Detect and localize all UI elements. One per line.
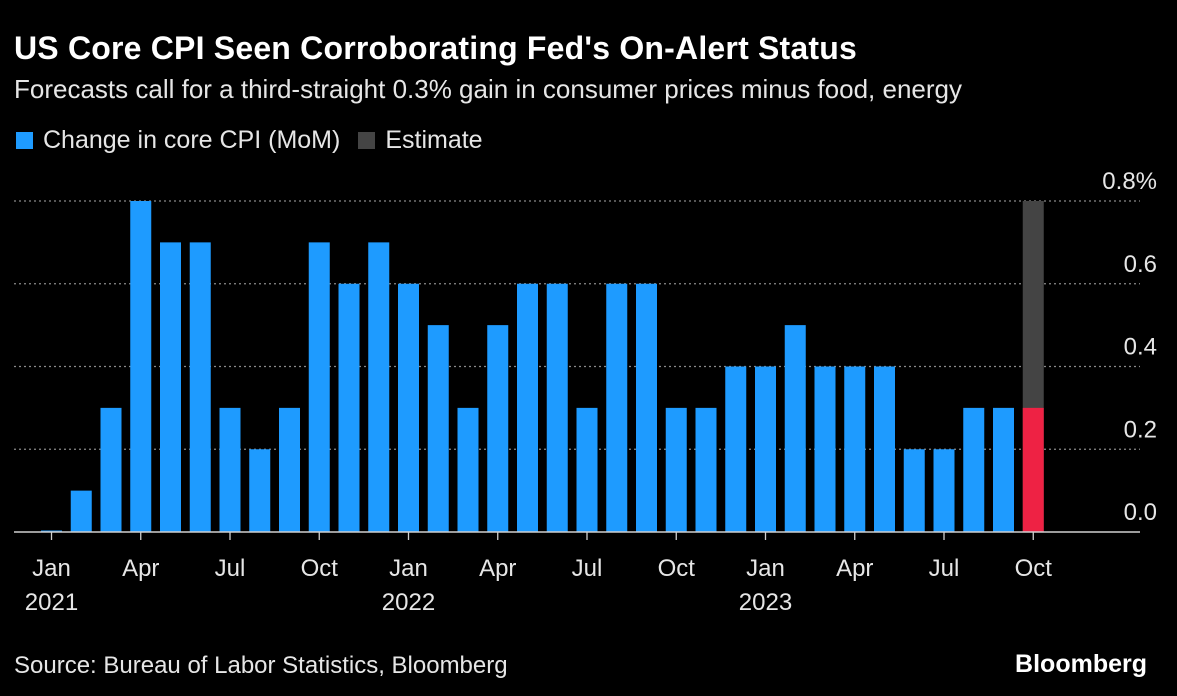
bar-7 [249, 449, 271, 532]
bar-estimate-base-33 [1022, 407, 1044, 532]
bar-10 [338, 283, 360, 532]
bar-23 [725, 366, 747, 532]
bar-30 [933, 449, 955, 532]
bar-21 [665, 407, 687, 532]
bar-16 [517, 283, 538, 532]
x-tick-label-1: Apr [122, 555, 159, 582]
bar-4 [160, 242, 181, 532]
y-tick-label-0: 0.0 [1124, 499, 1157, 526]
x-tick-label-8: Jan [746, 555, 785, 582]
bar-9 [308, 242, 330, 532]
x-tick-label-5: Apr [479, 555, 516, 582]
bar-22 [695, 407, 717, 532]
y-tick-label-4: 0.8% [1102, 168, 1157, 195]
y-tick-label-3: 0.6 [1124, 251, 1157, 278]
legend-item-core-cpi: Change in core CPI (MoM) [16, 126, 340, 155]
bar-2 [100, 407, 122, 532]
bar-26 [814, 366, 836, 532]
bar-13 [427, 325, 449, 532]
x-tick-label-2: Jul [215, 555, 246, 582]
legend-label-estimate: Estimate [385, 126, 483, 154]
bar-25 [784, 325, 806, 532]
bar-8 [279, 407, 300, 532]
bar-14 [457, 407, 479, 532]
x-tick-label-7: Oct [658, 555, 696, 582]
legend-swatch-estimate [358, 132, 376, 149]
bar-17 [546, 283, 568, 532]
bar-6 [219, 407, 241, 532]
x-tick-label-4: Jan [389, 555, 428, 582]
bar-32 [993, 407, 1014, 532]
x-tick-label-11: Oct [1015, 555, 1053, 582]
legend-swatch-core-cpi [16, 132, 33, 149]
bar-24 [755, 366, 776, 532]
bar-29 [903, 449, 925, 532]
bar-31 [963, 407, 985, 532]
bloomberg-logo: Bloomberg [1015, 650, 1147, 678]
bar-20 [636, 283, 657, 532]
x-tick-label-3: Oct [301, 555, 339, 582]
chart-subtitle: Forecasts call for a third-straight 0.3%… [14, 74, 962, 104]
legend-label-core-cpi: Change in core CPI (MoM) [43, 126, 341, 154]
y-tick-label-1: 0.2 [1124, 416, 1157, 443]
bar-11 [368, 242, 390, 532]
bar-3 [130, 201, 152, 532]
bar-18 [576, 407, 598, 532]
x-tick-label-9: Apr [836, 555, 873, 582]
x-year-label-0: 2021 [25, 589, 78, 616]
source-note: Source: Bureau of Labor Statistics, Bloo… [14, 652, 508, 679]
chart-title: US Core CPI Seen Corroborating Fed's On-… [14, 30, 858, 66]
bar-28 [874, 366, 895, 532]
y-tick-label-2: 0.4 [1124, 334, 1157, 361]
x-tick-label-10: Jul [929, 555, 960, 582]
bar-12 [398, 283, 419, 532]
bar-1 [70, 490, 92, 532]
bar-27 [844, 366, 866, 532]
legend-item-estimate: Estimate [358, 126, 483, 155]
x-year-label-4: 2022 [382, 589, 435, 616]
bar-5 [189, 242, 211, 532]
x-tick-label-0: Jan [32, 555, 71, 582]
legend: Change in core CPI (MoM) Estimate [16, 126, 501, 155]
x-tick-label-6: Jul [572, 555, 603, 582]
bar-15 [487, 325, 509, 532]
x-year-label-8: 2023 [739, 589, 792, 616]
bar-19 [606, 283, 628, 532]
